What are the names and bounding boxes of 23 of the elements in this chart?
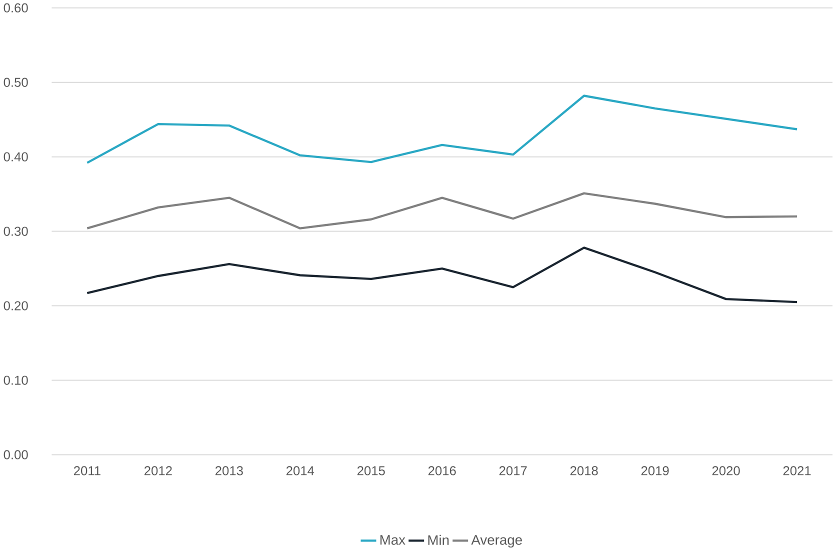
y-tick-label: 0.10: [4, 376, 28, 385]
x-tick-label: 2016: [428, 466, 456, 476]
line-series: [86, 246, 798, 303]
y-tick-label: 0.30: [4, 226, 28, 236]
x-tick-label: 2018: [570, 466, 598, 476]
x-tick-label: 2013: [215, 466, 243, 476]
y-tick-label: 0.00: [4, 450, 28, 460]
x-tick-label: 2011: [74, 466, 100, 476]
legend-label: Min: [428, 534, 449, 545]
x-tick-label: 2020: [712, 466, 740, 476]
x-tick-label: 2019: [641, 466, 669, 476]
legend-label: Average: [471, 534, 522, 548]
y-tick-label: 0.20: [4, 301, 28, 310]
y-tick-label: 0.50: [4, 78, 28, 87]
y-tick-label: 0.60: [4, 3, 28, 12]
x-tick-label: 2021: [783, 466, 811, 476]
x-tick-label: 2017: [499, 466, 527, 476]
x-tick-label: 2014: [286, 466, 314, 476]
line-series: [86, 192, 798, 230]
x-tick-label: 2015: [357, 466, 385, 476]
y-tick-label: 0.40: [4, 152, 28, 162]
x-tick-label: 2012: [144, 466, 172, 476]
legend-label: Max: [380, 534, 406, 545]
